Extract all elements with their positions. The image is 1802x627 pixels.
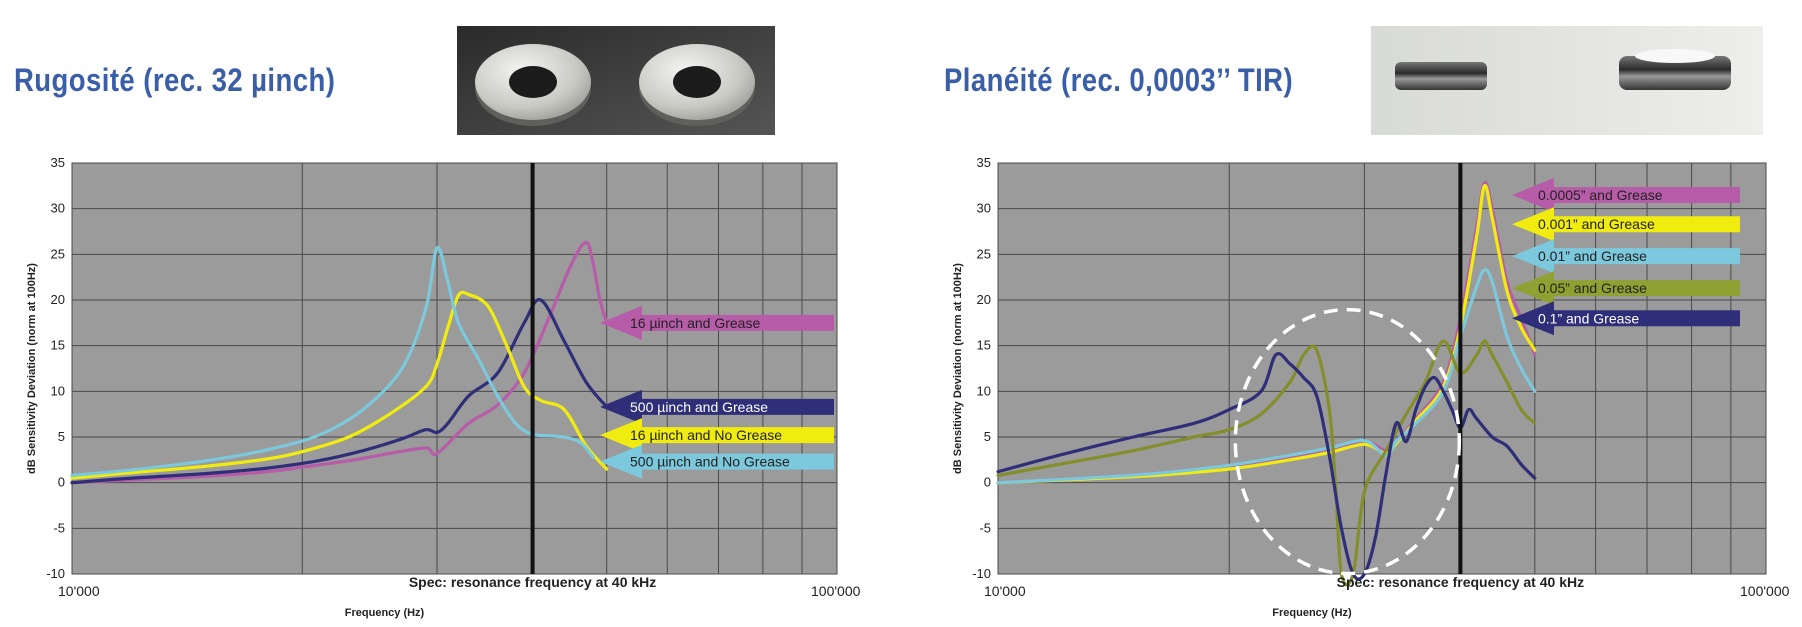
y-tick-label: 20 (51, 292, 65, 307)
y-tick-label: 35 (977, 155, 991, 170)
y-tick-label: 35 (51, 155, 65, 170)
legend-arrow (1512, 177, 1740, 212)
legend-arrow (1512, 207, 1740, 242)
spec-annotation: Spec: resonance frequency at 40 kHz (409, 574, 656, 590)
y-tick-label: 25 (51, 246, 65, 261)
y-tick-label: 0 (984, 475, 991, 490)
legend-arrow-label: 500 µinch and No Grease (630, 454, 790, 470)
series-line (70, 290, 609, 480)
legend-arrow-label: 0.0005” and Grease (1538, 187, 1663, 203)
series-line (70, 298, 609, 485)
y-tick-label: 5 (58, 429, 65, 444)
legend-arrow-label: 0.05” and Grease (1538, 280, 1647, 296)
series-line (70, 240, 609, 485)
series-line (996, 352, 1537, 581)
y-tick-label: 0 (58, 475, 65, 490)
legend-arrow-label: 0.01” and Grease (1538, 248, 1647, 264)
series-line (996, 268, 1537, 485)
spec-annotation: Spec: resonance frequency at 40 kHz (1337, 574, 1584, 590)
legend-arrow (600, 418, 834, 453)
y-tick-label: 15 (977, 338, 991, 353)
x-axis-title: Frequency (Hz) (345, 607, 425, 619)
y-tick-label: 30 (51, 201, 65, 216)
legend-arrow-label: 0.001” and Grease (1538, 216, 1655, 232)
washers-photo (457, 26, 775, 135)
y-tick-label: -10 (46, 566, 65, 581)
right-panel-title: Planéité (rec. 0,0003’’ TIR) (944, 62, 1294, 98)
y-tick-label: 10 (51, 383, 65, 398)
y-tick-label: 5 (984, 429, 991, 444)
x-tick-min: 10'000 (58, 583, 100, 599)
washers-side-photo (1371, 26, 1763, 135)
left-panel-title: Rugosité (rec. 32 µinch) (14, 62, 336, 98)
legend-arrow (600, 389, 834, 424)
highlight-ellipse (1233, 307, 1462, 576)
y-tick-label: -5 (53, 520, 65, 535)
plot-area (71, 162, 838, 575)
legend-arrow-label: 500 µinch and Grease (630, 399, 768, 415)
x-tick-max: 100'000 (1740, 583, 1790, 599)
x-tick-max: 100'000 (811, 583, 861, 599)
legend-arrow (600, 305, 834, 340)
x-axis-title: Frequency (Hz) (1272, 607, 1352, 619)
y-tick-label: 15 (51, 338, 65, 353)
legend-arrow (1512, 301, 1740, 336)
legend-arrow (1512, 239, 1740, 274)
roughness-chart: -10 -5 0 5 10 15 20 25 30 35 16 µinch and Grease 5… (26, 155, 861, 619)
y-axis-title: dB Sensitivity Deviation (norm at 100Hz) (952, 263, 964, 474)
legend-arrow (1512, 271, 1740, 306)
x-tick-min: 10'000 (984, 583, 1026, 599)
y-tick-label: 25 (977, 246, 991, 261)
flatness-chart: -10 -5 0 5 10 15 20 25 30 35 0.0005” and Grease 0.… (952, 155, 1790, 619)
y-tick-label: 10 (977, 383, 991, 398)
legend-arrow-label: 16 µinch and Grease (630, 315, 760, 331)
y-tick-label: 20 (977, 292, 991, 307)
y-tick-label: 30 (977, 201, 991, 216)
legend-arrow-label: 0.1” and Grease (1538, 310, 1639, 326)
y-tick-label: -10 (972, 566, 991, 581)
y-axis-title: dB Sensitivity Deviation (norm at 100Hz) (26, 263, 38, 474)
y-tick-label: -5 (979, 520, 991, 535)
legend-arrow-label: 16 µinch and No Grease (630, 427, 782, 443)
legend-arrow (600, 444, 834, 479)
